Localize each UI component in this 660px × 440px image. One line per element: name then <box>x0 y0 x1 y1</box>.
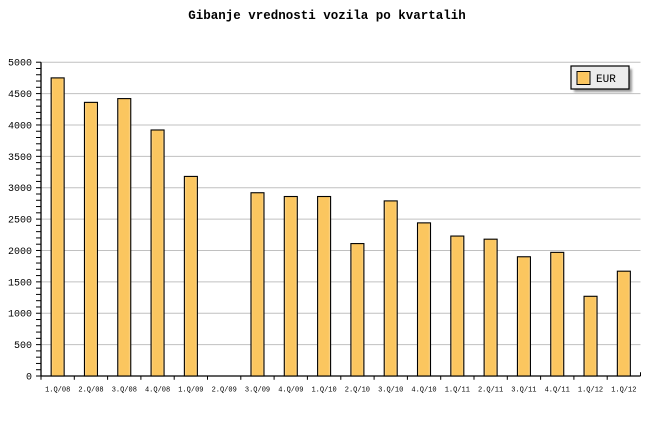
svg-text:4.Q/11: 4.Q/11 <box>545 387 570 395</box>
svg-text:500: 500 <box>14 341 32 352</box>
svg-text:4500: 4500 <box>8 90 32 101</box>
svg-text:3.Q/11: 3.Q/11 <box>511 387 536 395</box>
svg-text:Gibanje vrednosti vozila po kv: Gibanje vrednosti vozila po kvartalih <box>188 9 466 23</box>
svg-text:1.Q/12: 1.Q/12 <box>611 387 636 395</box>
svg-text:5000: 5000 <box>8 59 32 70</box>
svg-text:0: 0 <box>26 373 32 384</box>
svg-text:1500: 1500 <box>8 278 32 289</box>
svg-text:3000: 3000 <box>8 184 32 195</box>
svg-text:1000: 1000 <box>8 310 32 321</box>
svg-text:EUR: EUR <box>596 74 616 86</box>
svg-text:3.Q/10: 3.Q/10 <box>378 387 403 395</box>
svg-text:2.Q/10: 2.Q/10 <box>345 387 370 395</box>
svg-text:3.Q/09: 3.Q/09 <box>245 387 270 395</box>
svg-text:4000: 4000 <box>8 121 32 132</box>
svg-text:3.Q/08: 3.Q/08 <box>112 387 137 395</box>
svg-text:2.Q/09: 2.Q/09 <box>212 387 237 395</box>
svg-text:4.Q/08: 4.Q/08 <box>145 387 170 395</box>
svg-text:1.Q/12: 1.Q/12 <box>578 387 603 395</box>
svg-text:1.Q/10: 1.Q/10 <box>311 387 336 395</box>
svg-text:4.Q/10: 4.Q/10 <box>411 387 436 395</box>
svg-text:2000: 2000 <box>8 247 32 258</box>
svg-text:3500: 3500 <box>8 153 32 164</box>
svg-text:2.Q/11: 2.Q/11 <box>478 387 503 395</box>
svg-text:2.Q/08: 2.Q/08 <box>78 387 103 395</box>
svg-text:1.Q/09: 1.Q/09 <box>178 387 203 395</box>
svg-text:1.Q/08: 1.Q/08 <box>45 387 70 395</box>
svg-text:1.Q/11: 1.Q/11 <box>445 387 470 395</box>
svg-text:4.Q/09: 4.Q/09 <box>278 387 303 395</box>
svg-text:2500: 2500 <box>8 216 32 227</box>
